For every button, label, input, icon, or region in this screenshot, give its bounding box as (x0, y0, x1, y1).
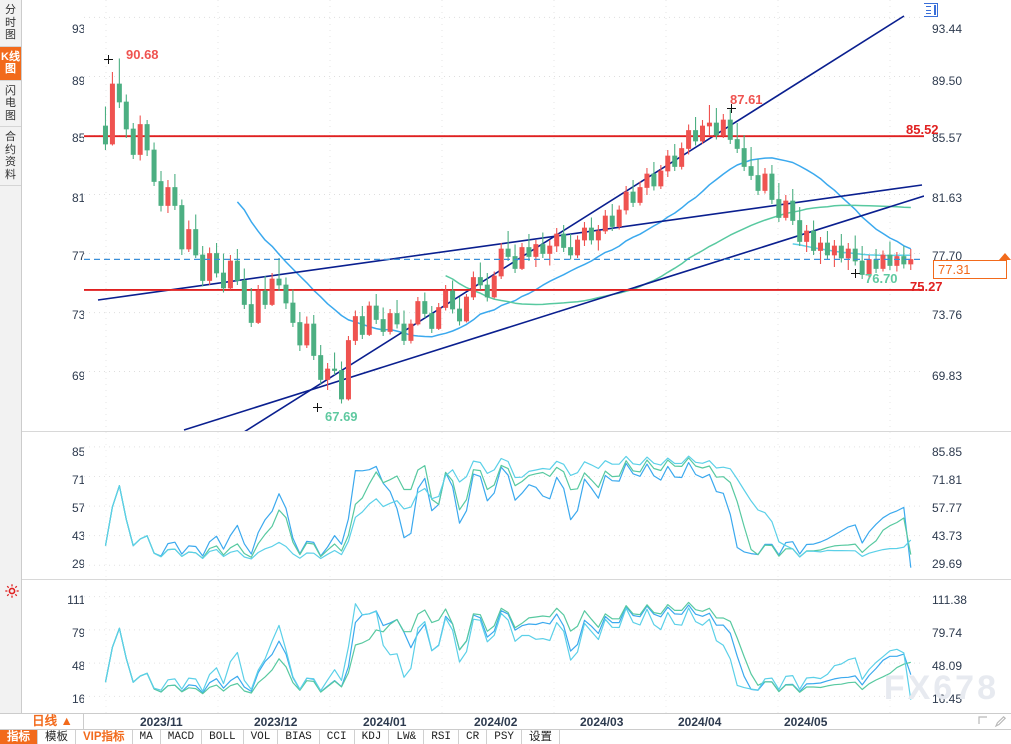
x-axis-tick: 2023/12 (254, 715, 298, 729)
bottom-tab-template[interactable]: 模板 (38, 730, 76, 744)
rsi-ytick-right: 71.81 (932, 473, 963, 487)
annotation-marker-low2 (851, 269, 860, 278)
kdj-ytick-right: 79.74 (932, 626, 963, 640)
bottom-tab-cci[interactable]: CCI (320, 730, 355, 744)
price-ytick-right: 93.44 (932, 22, 963, 36)
current-price-tag: 77.31 (933, 260, 1007, 279)
x-axis-tick: 2024/01 (363, 715, 407, 729)
kdj-ytick-right: 16.45 (932, 692, 963, 706)
kdj-svg (84, 580, 924, 713)
rsi-plot-area[interactable] (84, 432, 924, 580)
price-ytick-right: 77.70 (932, 249, 963, 263)
x-axis-tick: 2024/04 (678, 715, 722, 729)
x-axis-tools (978, 715, 1007, 728)
support-line-label: 75.27 (910, 279, 943, 294)
bottom-tab-indicator[interactable]: 指标 (0, 730, 38, 744)
annotation-marker-low (313, 403, 322, 412)
bottom-tab-ma[interactable]: MA (133, 730, 161, 744)
indicator-toolbar: 指标 模板 VIP指标 MA MACD BOLL VOL BIAS CCI KD… (0, 730, 1011, 744)
annotation-low-67-69: 67.69 (325, 409, 358, 424)
corner-bracket-icon[interactable] (978, 715, 991, 728)
price-rsi-divider (22, 431, 1011, 432)
candlestick-svg (84, 0, 924, 432)
bottom-tab-boll[interactable]: BOLL (202, 730, 244, 744)
bottom-tab-rsi[interactable]: RSI (424, 730, 460, 744)
pencil-draw-icon[interactable] (994, 715, 1007, 728)
kdj-panel: KDJ(9,3,3)K:37.02D:48.90J:13.25 111.38 7… (22, 580, 1011, 713)
sidebar-item-kline[interactable]: K线图 (0, 46, 21, 81)
x-axis-tick: 2024/03 (580, 715, 624, 729)
kdj-ytick-right: 111.38 (932, 593, 967, 607)
annotation-marker-high (104, 55, 113, 64)
bottom-tab-kdj[interactable]: KDJ (355, 730, 390, 744)
price-ytick-right: 89.50 (932, 74, 963, 88)
bottom-tab-cr[interactable]: CR (459, 730, 488, 744)
rsi-panel: RSI(6,12,24)RSI1:28.53RSI2:34.74RSI3:41.… (22, 432, 1011, 580)
chart-stage: 美原油连续【日线】MA(20,50,100,200,0,0)MA20:79.28… (22, 0, 1011, 713)
price-ytick-right: 85.57 (932, 131, 963, 145)
x-axis-tick: 2024/02 (474, 715, 518, 729)
price-plot-area[interactable] (84, 0, 924, 432)
bottom-bar-filler (560, 730, 1011, 744)
bottom-tab-vip[interactable]: VIP指标 (76, 730, 133, 744)
bottom-tab-lw[interactable]: LW& (389, 730, 425, 744)
sidebar-item-lightning[interactable]: 闪电图 (0, 81, 21, 127)
x-axis-tick: 2024/05 (784, 715, 828, 729)
x-axis-bar: 日线 ▲ 2023/11 2023/12 2024/01 2024/02 202… (0, 713, 1011, 730)
price-ytick-right: 69.83 (932, 369, 963, 383)
price-ytick-right: 73.76 (932, 308, 963, 322)
rsi-ytick-right: 57.77 (932, 501, 963, 515)
kdj-plot-area[interactable] (84, 580, 924, 713)
rsi-svg (84, 432, 924, 580)
x-axis-tick: 2023/11 (140, 715, 183, 729)
kdj-alert-sun-icon[interactable] (5, 584, 19, 598)
period-selector[interactable]: 日线 ▲ (22, 714, 84, 730)
sidebar-item-timeshare[interactable]: 分时图 (0, 0, 21, 47)
annotation-low-76-70: 76.70 (865, 271, 898, 286)
annotation-marker-high2 (727, 104, 736, 113)
sidebar-item-contract[interactable]: 合约资料 (0, 127, 21, 186)
current-price-arrow-icon (999, 253, 1011, 260)
rsi-ytick-right: 85.85 (932, 445, 963, 459)
rsi-kdj-divider (22, 579, 1011, 580)
annotation-high-87-61: 87.61 (730, 92, 763, 107)
bottom-tab-macd[interactable]: MACD (161, 730, 203, 744)
bottom-tab-settings[interactable]: 设置 (522, 730, 561, 744)
price-panel: 美原油连续【日线】MA(20,50,100,200,0,0)MA20:79.28… (22, 0, 1011, 432)
kdj-ytick-right: 48.09 (932, 659, 963, 673)
bottom-tab-psy[interactable]: PSY (487, 730, 523, 744)
shift-right-tool-icon[interactable] (923, 3, 938, 17)
sidebar-filler (0, 186, 21, 713)
left-sidebar: 分时图 K线图 闪电图 合约资料 (0, 0, 22, 713)
rsi-ytick-right: 29.69 (932, 557, 963, 571)
bottom-tab-vol[interactable]: VOL (244, 730, 279, 744)
bottom-tab-bias[interactable]: BIAS (278, 730, 320, 744)
rsi-ytick-right: 43.73 (932, 529, 963, 543)
annotation-high-90-68: 90.68 (126, 47, 159, 62)
resistance-line-label: 85.52 (906, 122, 939, 137)
price-ytick-right: 81.63 (932, 191, 963, 205)
